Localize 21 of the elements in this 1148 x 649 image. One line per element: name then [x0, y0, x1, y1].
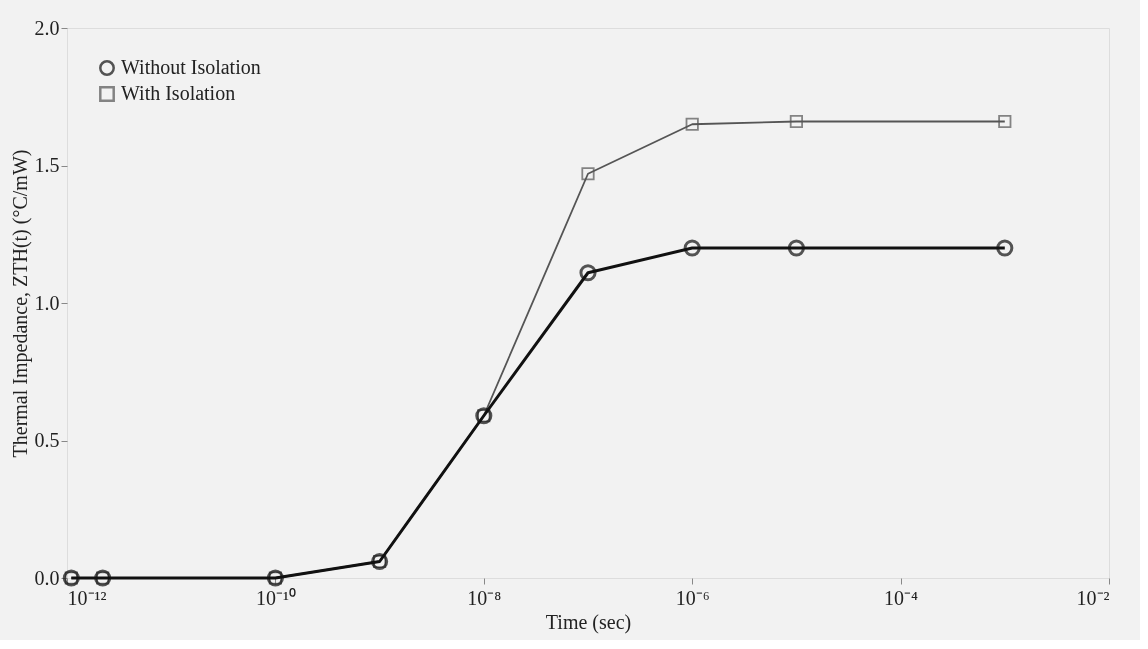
point	[787, 239, 805, 257]
point	[581, 167, 595, 181]
point	[579, 264, 597, 282]
y-axis-title: Thermal Impedance, ZTH(t) (°C/mW)	[8, 149, 32, 458]
x-tick-label: 10⁻²	[1076, 586, 1110, 609]
x-tick-label: 10⁻¹⁰	[255, 586, 296, 609]
point	[685, 117, 699, 131]
x-tick-label: 10⁻⁴	[884, 586, 919, 609]
point	[789, 114, 803, 129]
y-tick-label: 1.5	[34, 154, 60, 176]
y-tick-label: 0.0	[34, 566, 60, 589]
legend-label: Without Isolation	[121, 56, 261, 78]
x-tick-label: 10⁻⁶	[675, 586, 710, 609]
legend-label: With Isolation	[121, 82, 236, 104]
x-axis-title: Time (sec)	[545, 610, 632, 634]
x-tick-label: 10⁻¹²	[67, 586, 107, 609]
point	[683, 239, 701, 257]
y-tick-label: 0.5	[34, 429, 60, 451]
x-tick-label: 10⁻⁸	[467, 586, 502, 609]
y-tick-label: 2.0	[34, 16, 60, 39]
y-tick-label: 1.0	[34, 291, 60, 314]
